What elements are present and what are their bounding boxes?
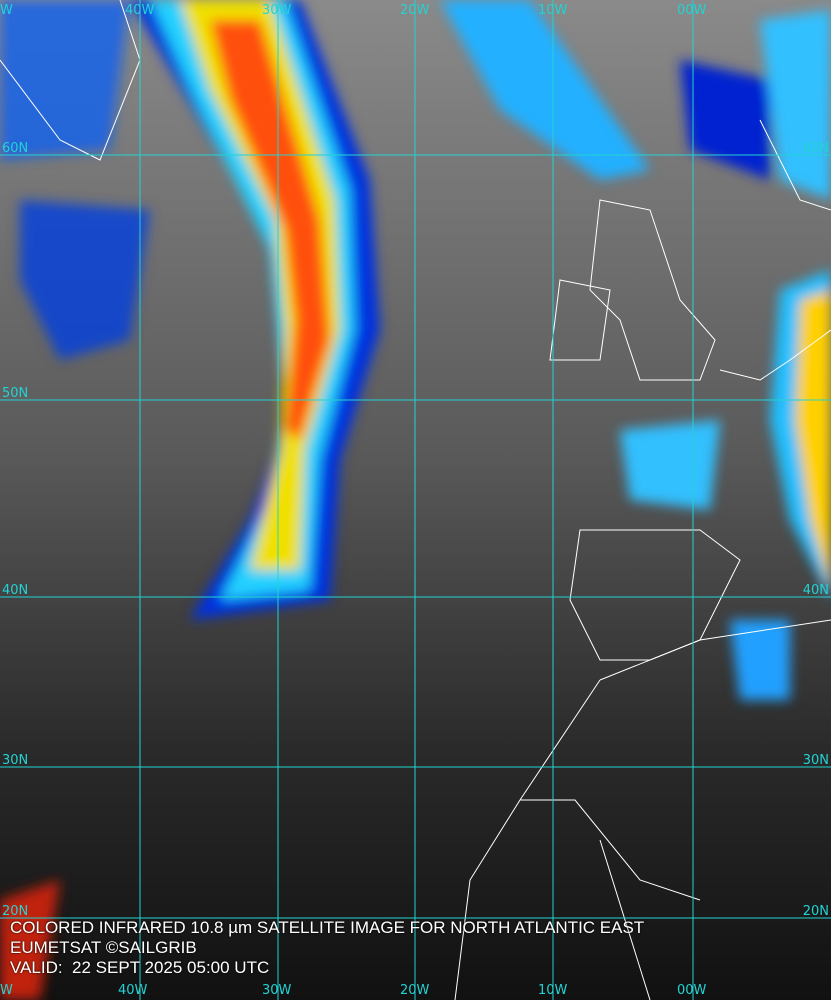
lon-label: 00W [677, 3, 707, 18]
image-title: COLORED INFRARED 10.8 µm SATELLITE IMAGE… [10, 918, 645, 937]
lat-label: 30N [2, 753, 29, 768]
lat-label-right: 40N [802, 583, 829, 598]
lon-label-bottom: 20W [400, 983, 430, 998]
lon-label-bottom: 40W [118, 983, 148, 998]
lon-label-bottom: W [0, 983, 13, 998]
lon-label-bottom: 00W [677, 983, 707, 998]
lon-label: W [0, 3, 13, 18]
caption: COLORED INFRARED 10.8 µm SATELLITE IMAGE… [10, 918, 644, 978]
lat-label: 20N [2, 904, 29, 919]
lat-label: 60N [2, 141, 29, 156]
lon-label: 30W [262, 3, 292, 18]
lat-label: 50N [2, 386, 29, 401]
valid-time: VALID: 22 SEPT 2025 05:00 UTC [10, 958, 270, 977]
lat-label-right: 20N [802, 904, 829, 919]
lon-label: 10W [538, 3, 568, 18]
lat-label-right: 60N [802, 141, 829, 156]
credit: EUMETSAT ©SAILGRIB [10, 938, 197, 957]
lat-label-right: 30N [802, 753, 829, 768]
lat-label: 40N [2, 583, 29, 598]
lon-label-bottom: 30W [262, 983, 292, 998]
lon-label-bottom: 10W [538, 983, 568, 998]
lon-label: 40W [125, 3, 155, 18]
lon-label: 20W [400, 3, 430, 18]
